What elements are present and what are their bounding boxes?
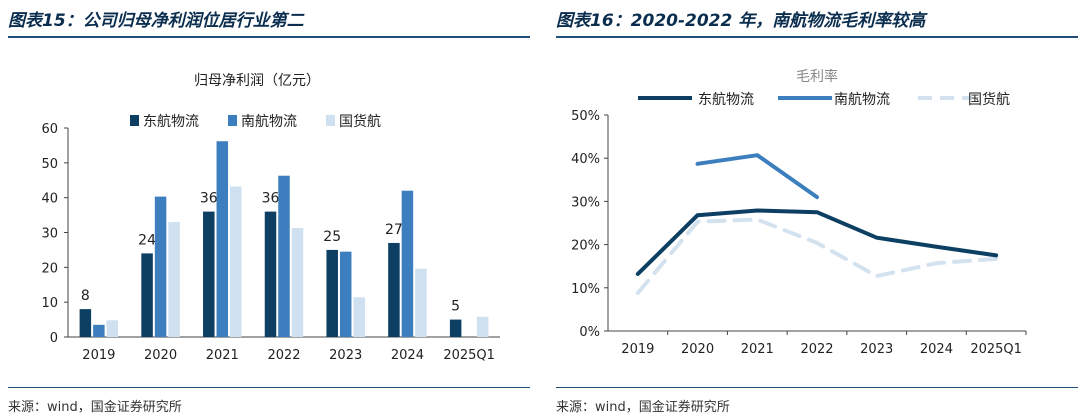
bar-x-tick-label-3: 2022	[267, 348, 300, 363]
bar-0-4	[326, 249, 338, 337]
legend-swatch-0	[130, 115, 139, 126]
right-figure-panel: 图表16：2020-2022 年，南航物流毛利率较高 毛利率东航物流 南航物流 国货…	[556, 0, 1086, 418]
bar-data-label-6: 5	[451, 299, 460, 315]
bar-0-2	[203, 211, 215, 337]
bar-1-3	[278, 175, 290, 337]
line-y-tick-label-1: 10%	[571, 282, 600, 297]
line-series-1-segment-0	[695, 153, 819, 200]
bar-0-0	[79, 309, 92, 337]
legend-label-0: 东航物流	[143, 114, 199, 130]
bar-data-label-0: 8	[81, 288, 90, 304]
line-x-tick-label-3: 2022	[800, 342, 833, 357]
bar-1-4	[339, 251, 352, 337]
right-bottom-rule	[556, 387, 1078, 388]
bar-data-label-3: 36	[262, 191, 280, 207]
bar-0-5	[388, 242, 400, 337]
legend-swatch-1	[228, 115, 237, 126]
line-y-tick-label-2: 20%	[571, 239, 600, 254]
bar-2-6	[476, 316, 489, 337]
bar-data-label-2: 36	[200, 191, 218, 207]
bar-0-1	[141, 253, 153, 337]
bar-1-0	[93, 324, 105, 337]
bar-0-3	[264, 211, 277, 337]
bar-0-6	[449, 319, 462, 337]
bar-2-1	[168, 222, 180, 337]
line-x-tick-label-6: 2025Q1	[970, 342, 1022, 357]
right-top-rule	[556, 36, 1078, 38]
bar-x-tick-label-1: 2020	[144, 348, 177, 363]
line-legend-label-2: 国货航	[968, 91, 1010, 108]
left-source-note: 来源：wind，国金证券研究所	[8, 400, 182, 415]
bar-2-3	[291, 227, 304, 337]
bar-y-tick-label-4: 40	[41, 192, 58, 207]
bar-data-label-5: 27	[385, 222, 403, 238]
bar-2-5	[415, 268, 427, 337]
line-x-tick-label-0: 2019	[621, 342, 654, 357]
bar-y-tick-label-5: 50	[41, 157, 58, 172]
left-figure-panel: 图表15：公司归母净利润位居行业第二 归母净利润（亿元） 东航物流 南航物流 国货航 0…	[8, 0, 538, 418]
bar-x-tick-label-0: 2019	[82, 348, 115, 363]
right-figure-title: 图表16：2020-2022 年，南航物流毛利率较高	[556, 11, 926, 31]
bar-y-tick-label-3: 30	[41, 227, 58, 242]
left-figure-title: 图表15：公司归母净利润位居行业第二	[8, 11, 304, 31]
left-bottom-rule	[8, 387, 530, 388]
bar-x-tick-label-4: 2023	[329, 348, 362, 363]
bar-y-tick-label-0: 0	[50, 331, 58, 346]
bar-data-label-4: 25	[323, 229, 341, 245]
bar-x-tick-label-6: 2025Q1	[443, 348, 495, 363]
line-x-tick-label-2: 2021	[741, 342, 774, 357]
right-source-note: 来源：wind，国金证券研究所	[556, 400, 730, 415]
legend-label-1: 南航物流	[241, 114, 297, 130]
line-chart-title: 毛利率	[796, 68, 838, 85]
bar-2-4	[353, 297, 365, 337]
bar-2-0	[106, 320, 119, 337]
line-series-0-segment-0	[635, 208, 999, 276]
bar-y-tick-label-2: 20	[41, 261, 58, 276]
line-y-tick-label-4: 40%	[571, 152, 600, 167]
bar-2-2	[230, 186, 242, 337]
line-legend-label-0: 东航物流	[698, 92, 754, 108]
line-x-tick-label-5: 2024	[920, 342, 953, 357]
line-legend-label-1: 南航物流	[834, 92, 890, 108]
bar-1-2	[216, 141, 229, 337]
net-profit-bar-chart: 归母净利润（亿元） 东航物流 南航物流 国货航 0 10 20 30 40 50 60 2019 8 20…	[41, 72, 500, 363]
legend-swatch-2	[326, 115, 335, 126]
line-x-tick-label-4: 2023	[860, 342, 893, 357]
legend-label-2: 国货航	[339, 113, 381, 130]
line-x-tick-label-1: 2020	[681, 342, 714, 357]
line-y-tick-label-0: 0%	[579, 325, 600, 340]
bar-x-tick-label-2: 2021	[206, 348, 239, 363]
bar-1-5	[401, 190, 414, 337]
bar-chart-title: 归母净利润（亿元）	[194, 72, 320, 89]
bar-1-1	[154, 196, 167, 337]
left-top-rule	[8, 36, 530, 38]
bar-data-label-1: 24	[138, 232, 156, 248]
bar-y-tick-label-6: 60	[41, 122, 58, 137]
bar-x-tick-label-5: 2024	[391, 348, 424, 363]
bar-y-tick-label-1: 10	[41, 296, 58, 311]
line-y-tick-label-3: 30%	[571, 195, 600, 210]
line-series-2-segment-0	[635, 217, 999, 295]
line-y-tick-label-5: 50%	[571, 109, 600, 124]
